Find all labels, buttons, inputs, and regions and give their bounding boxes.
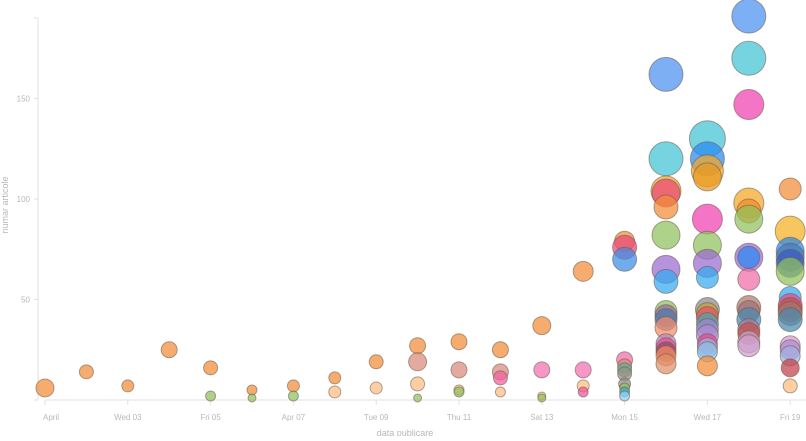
bubble-point[interactable] [286,379,300,393]
bubble-point[interactable] [203,360,219,376]
bubble-point[interactable] [537,393,547,403]
bubble-point[interactable] [368,354,384,370]
bubble-point[interactable] [533,361,551,379]
bubble-point[interactable] [734,204,764,234]
bubble-point[interactable] [205,390,217,402]
x-tick-label: Fri 19 [780,413,801,422]
bubble-point[interactable] [737,245,761,269]
bubble-point[interactable] [775,256,805,286]
bubble-point[interactable] [782,378,798,394]
bubble-point[interactable] [733,89,765,121]
y-tick-label: 150 [17,95,31,104]
x-tick-label: Mon 15 [611,413,638,422]
bubble-point[interactable] [450,333,468,351]
bubble-point[interactable] [653,268,679,294]
bubble-point[interactable] [696,355,718,377]
bubble-point[interactable] [160,341,178,359]
bubble-point[interactable] [492,370,508,386]
bubble-point[interactable] [287,390,299,402]
bubble-point[interactable] [121,379,135,393]
bubble-point[interactable] [653,194,679,220]
x-tick-label: Wed 03 [114,413,142,422]
bubble-point[interactable] [247,393,257,403]
bubble-point[interactable] [577,386,589,398]
bubble-point[interactable] [328,385,342,399]
x-tick-label: Tue 09 [364,413,389,422]
bubble-point[interactable] [409,337,427,355]
bubble-point[interactable] [246,384,258,396]
bubble-point[interactable] [328,371,342,385]
bubble-point[interactable] [692,162,722,192]
bubble-point[interactable] [777,307,803,333]
bubble-point[interactable] [731,40,767,76]
bubble-point[interactable] [491,341,509,359]
bubble-point[interactable] [619,390,631,402]
bubble-point[interactable] [655,353,677,375]
y-tick-label: 50 [21,296,30,305]
y-axis: 50 100 150 numar articole [0,17,39,401]
x-tick-label: Sat 13 [530,413,554,422]
bubble-point[interactable] [737,267,761,291]
bubble-point[interactable] [612,246,638,272]
bubble-point[interactable] [408,352,428,372]
bubble-point[interactable] [648,141,684,177]
x-axis-label: data publicare [377,428,434,436]
bubble-point[interactable] [691,203,723,235]
bubble-point[interactable] [778,177,802,201]
bubble-point[interactable] [78,364,94,380]
bubble-point[interactable] [780,358,800,378]
x-axis: April Wed 03 Fri 05 Apr 07 Tue 09 Thu 11 Sat 1… [43,399,806,438]
y-tick-label: 100 [17,195,31,204]
x-tick-label: April [43,413,59,422]
bubble-point[interactable] [731,0,767,34]
bubble-point[interactable] [494,386,506,398]
bubble-point[interactable] [574,361,592,379]
x-tick-label: Apr 07 [282,413,306,422]
bubble-point[interactable] [453,386,465,398]
bubble-point[interactable] [369,381,383,395]
x-tick-label: Fri 05 [200,413,221,422]
x-tick-label: Thu 11 [447,413,472,422]
bubble-point[interactable] [648,56,684,92]
bubble-point[interactable] [651,220,681,250]
bubble-point[interactable] [450,361,468,379]
bubble-point[interactable] [410,376,426,392]
bubble-point[interactable] [35,378,55,398]
bubble-point[interactable] [572,260,594,282]
data-points [35,0,806,403]
bubble-point[interactable] [737,334,761,358]
bubble-point[interactable] [532,316,552,336]
bubble-point[interactable] [413,393,423,403]
y-axis-label: numar articole [0,176,10,233]
x-tick-label: Wed 17 [694,413,722,422]
bubble-point[interactable] [695,265,719,289]
